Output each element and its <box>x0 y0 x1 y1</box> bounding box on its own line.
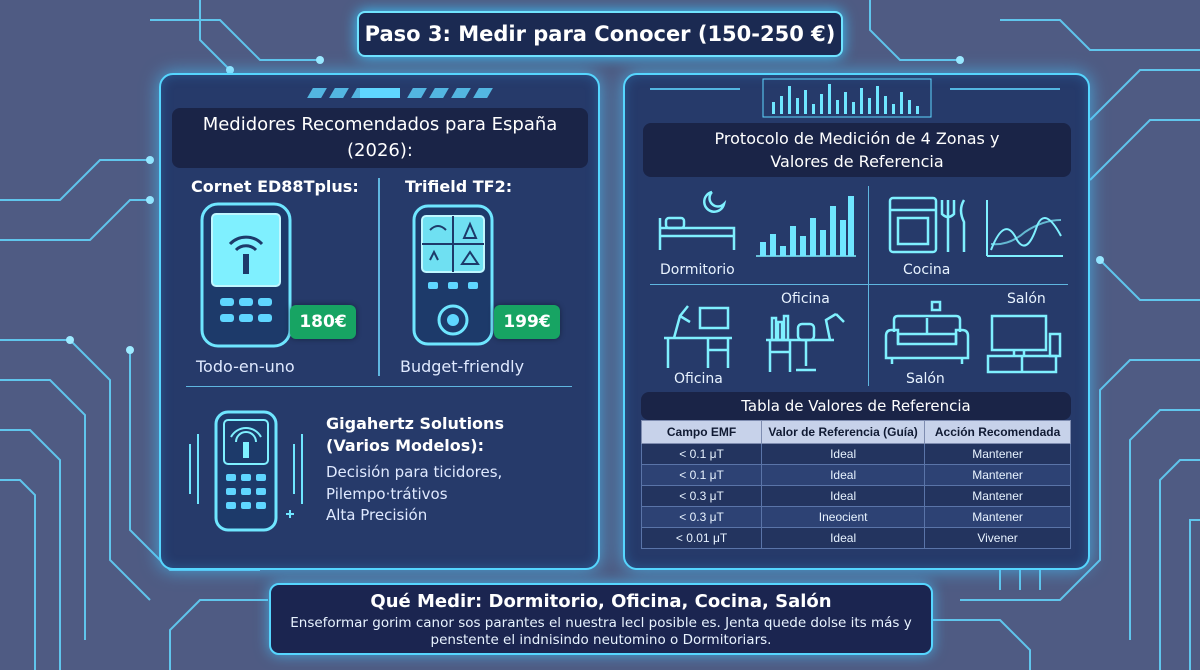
zone-divider-vertical <box>868 186 869 386</box>
table-cell: < 0.1 μT <box>640 464 763 486</box>
table-header-cell: Acción Recomendada <box>924 420 1071 444</box>
table-cell: Ineocient <box>761 506 926 528</box>
table-cell: Ideal <box>761 443 926 465</box>
table-cell: Mantener <box>924 506 1071 528</box>
page-title: Paso 3: Medir para Conocer (150-250 €) <box>357 11 843 57</box>
table-cell: Ideal <box>761 485 926 507</box>
table-cell: < 0.1 μT <box>640 443 763 465</box>
protocol-heading-line2: Valores de Referencia <box>770 152 944 171</box>
gigahertz-meter-icon <box>189 410 303 532</box>
zone-label-salon-bottom: Salón <box>906 371 945 387</box>
table-row: < 0.1 μT Ideal Mantener <box>640 464 1071 486</box>
stove-icon <box>888 196 966 254</box>
table-header-cell: Campo EMF <box>640 420 763 444</box>
reference-table: Campo EMF Valor de Referencia (Guía) Acc… <box>640 420 1071 549</box>
dormitorio-chart-icon <box>756 196 856 257</box>
cornet-description: Todo-en-uno <box>196 357 295 376</box>
tv-icon <box>986 314 1062 374</box>
cornet-meter-icon <box>200 202 292 348</box>
gigahertz-line: Pilempo·trátivos <box>326 485 448 503</box>
table-cell: Ideal <box>761 464 926 486</box>
meters-heading-line1: Medidores Recomendados para España <box>202 114 558 135</box>
panel-accent-decoration <box>650 88 740 90</box>
table-row: < 0.01 μT Ideal Vivener <box>640 527 1071 549</box>
table-cell: < 0.01 μT <box>640 527 763 549</box>
table-cell: < 0.3 μT <box>640 485 763 507</box>
cornet-name: Cornet ED88Tplus: <box>191 177 359 196</box>
table-row: < 0.3 μT Ineocient Mantener <box>640 506 1071 528</box>
trifield-price-badge: 199€ <box>494 305 560 339</box>
panel-accent-decoration <box>407 88 493 98</box>
bed-icon <box>658 190 736 250</box>
panel-accent-decoration <box>950 88 1060 90</box>
table-cell: Vivener <box>924 527 1071 549</box>
trifield-name: Trifield TF2: <box>405 177 513 196</box>
table-row: < 0.3 μT Ideal Mantener <box>640 485 1071 507</box>
zone-label-oficina-top: Oficina <box>781 291 830 307</box>
office-desk-icon <box>766 312 845 372</box>
zone-label-cocina: Cocina <box>903 262 951 278</box>
table-header-cell: Valor de Referencia (Guía) <box>761 420 926 444</box>
table-row: < 0.1 μT Ideal Mantener <box>640 443 1071 465</box>
zone-label-dormitorio: Dormitorio <box>660 262 735 278</box>
cornet-price-badge: 180€ <box>290 305 356 339</box>
zone-label-oficina-bottom: Oficina <box>674 371 723 387</box>
gigahertz-name-line1: Gigahertz Solutions <box>326 414 504 433</box>
table-cell: Ideal <box>761 527 926 549</box>
protocol-heading: Protocolo de Medición de 4 Zonas y Valor… <box>643 127 1071 173</box>
zone-label-salon-top: Salón <box>1007 291 1046 307</box>
table-header-row: Campo EMF Valor de Referencia (Guía) Acc… <box>640 420 1071 444</box>
cocina-chart-icon <box>986 200 1063 257</box>
table-cell: Mantener <box>924 443 1071 465</box>
protocol-heading-line1: Protocolo de Medición de 4 Zonas y <box>714 129 1000 148</box>
sofa-icon <box>884 300 970 364</box>
what-to-measure-line1: Enseformar gorim canor sos parantes el n… <box>290 615 912 631</box>
panel-accent-bar <box>360 88 400 98</box>
gigahertz-line: Decisión para ticidores, <box>326 463 503 481</box>
gigahertz-name-line2: (Varios Modelos): <box>326 436 485 455</box>
meters-heading-box: Medidores Recomendados para España (2026… <box>172 108 588 168</box>
protocol-heading-box: Protocolo de Medición de 4 Zonas y Valor… <box>643 123 1071 177</box>
meter-divider-horizontal <box>186 386 572 387</box>
meters-heading-line2: (2026): <box>347 140 413 161</box>
what-to-measure-title: Qué Medir: Dormitorio, Oficina, Cocina, … <box>370 591 832 612</box>
trifield-meter-icon <box>412 204 494 346</box>
table-cell: Mantener <box>924 464 1071 486</box>
table-title-box: Tabla de Valores de Referencia <box>641 392 1071 420</box>
what-to-measure-box: Qué Medir: Dormitorio, Oficina, Cocina, … <box>269 583 933 655</box>
meters-heading: Medidores Recomendados para España (2026… <box>172 112 588 164</box>
waveform-icon <box>762 78 932 118</box>
gigahertz-line: Alta Precisión <box>326 506 428 524</box>
what-to-measure-line2: penstente el indnisindo neutomino o Dorm… <box>430 632 772 648</box>
table-title: Tabla de Valores de Referencia <box>741 397 971 415</box>
trifield-description: Budget-friendly <box>400 357 525 376</box>
desk-lamp-icon <box>664 305 732 368</box>
table-cell: Mantener <box>924 485 1071 507</box>
gigahertz-name: Gigahertz Solutions (Varios Modelos): <box>326 413 504 457</box>
meter-divider-vertical <box>378 178 380 376</box>
zone-divider-horizontal <box>650 284 1068 285</box>
table-cell: < 0.3 μT <box>640 506 763 528</box>
